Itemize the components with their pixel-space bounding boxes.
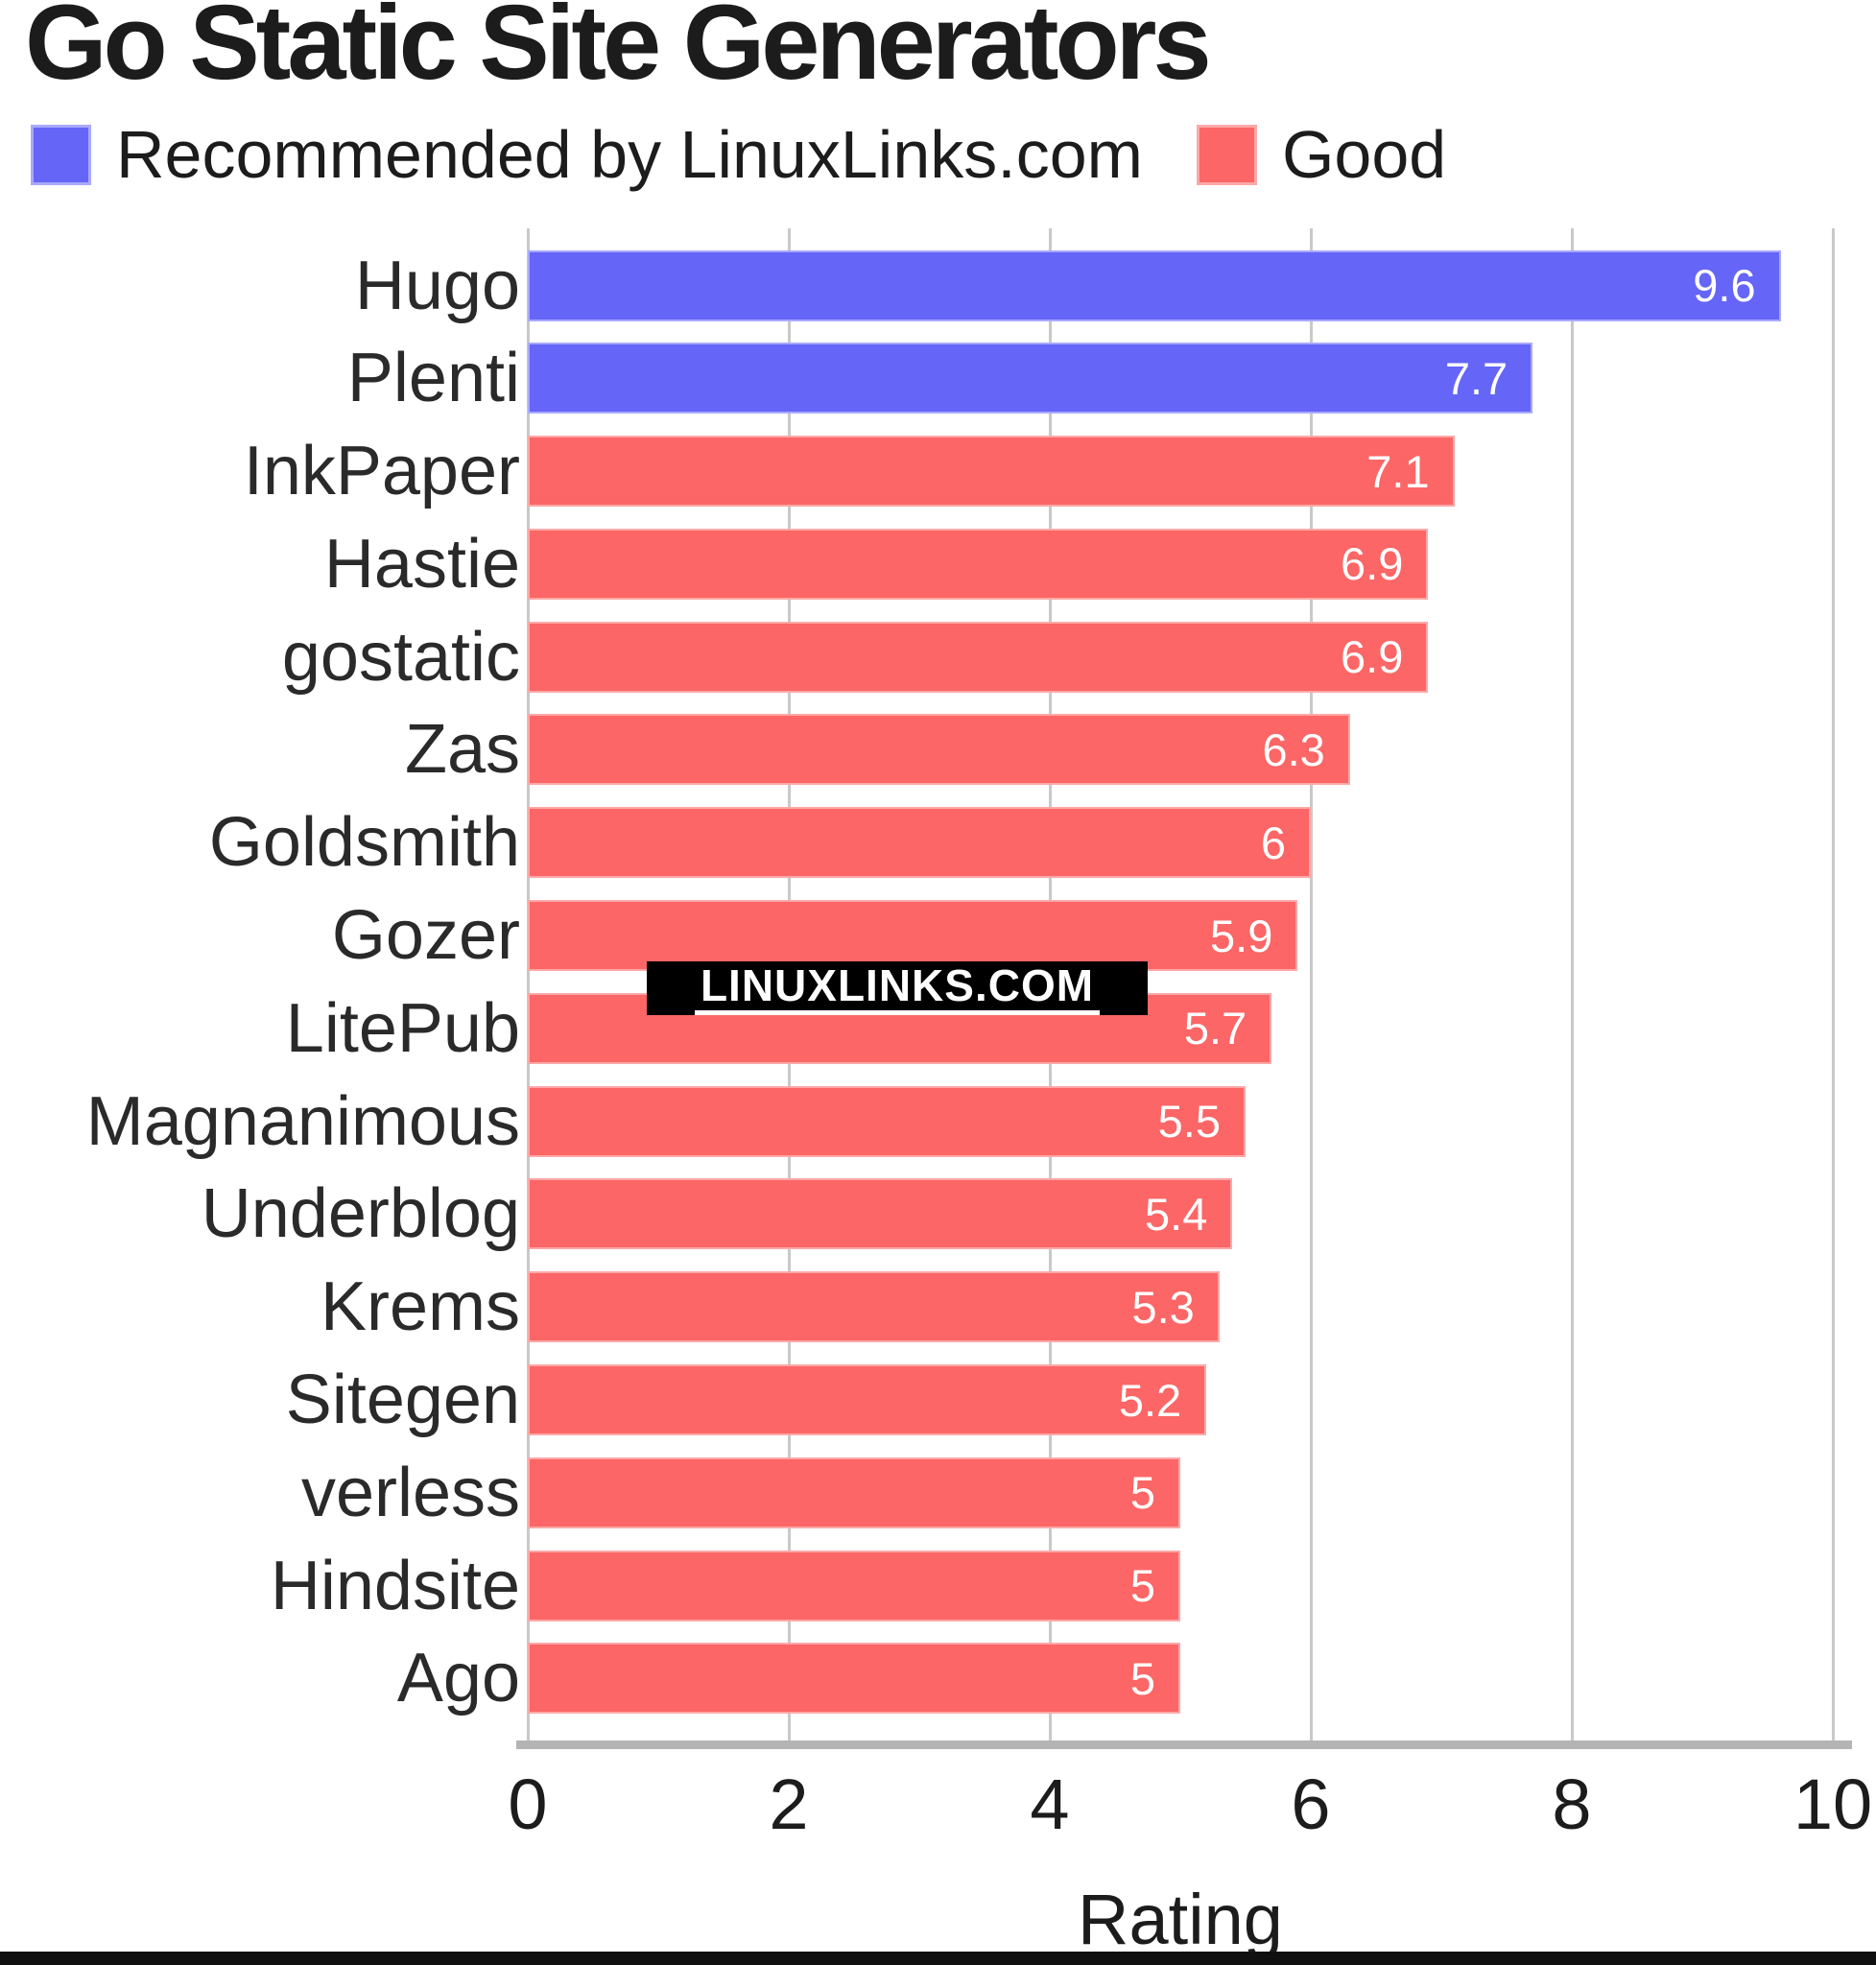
- bar-row: gostatic 6.9: [0, 600, 1876, 696]
- category-label: Goldsmith: [208, 804, 520, 882]
- bar-row: InkPaper 7.1: [0, 414, 1876, 510]
- bar-good: 5.5: [528, 1085, 1246, 1157]
- bar-value-label: 5.3: [1131, 1281, 1195, 1333]
- bar-value-label: 5.2: [1118, 1374, 1182, 1426]
- category-label: InkPaper: [243, 433, 520, 510]
- watermark-text: LINUXLINKS.COM: [694, 961, 1101, 1015]
- bar-row: Magnanimous 5.5: [0, 1064, 1876, 1160]
- bar-good: 5: [528, 1643, 1180, 1715]
- category-label: Magnanimous: [85, 1082, 520, 1160]
- x-axis-line: [516, 1740, 1852, 1749]
- category-label: Hindsite: [270, 1547, 520, 1624]
- category-label: Gozer: [331, 897, 520, 975]
- bar-value-label: 7.7: [1444, 352, 1508, 404]
- bar-good: 5.9: [528, 900, 1298, 972]
- bar-value-label: 6.9: [1341, 631, 1404, 683]
- x-tick-label-8: 8: [1552, 1764, 1592, 1844]
- category-label: Hugo: [354, 247, 520, 324]
- bottom-window-edge: [0, 1952, 1876, 1965]
- bar-row: Underblog 5.4: [0, 1157, 1876, 1253]
- category-label: Zas: [404, 711, 520, 789]
- bar-value-label: 6.9: [1341, 538, 1404, 590]
- bar-row: Hugo 9.6: [0, 228, 1876, 324]
- bar-good: 6.9: [528, 528, 1429, 600]
- chart-title: Go Static Site Generators: [25, 0, 1212, 102]
- bar-good: 5: [528, 1550, 1180, 1622]
- bar-row: Plenti 7.7: [0, 321, 1876, 417]
- bar-good: 5.2: [528, 1364, 1207, 1436]
- x-tick-label-2: 2: [769, 1764, 809, 1844]
- legend-label-good: Good: [1281, 117, 1447, 192]
- bar-value-label: 5: [1129, 1467, 1155, 1519]
- gridline-6: [1310, 228, 1313, 1741]
- bar-good: 6: [528, 807, 1311, 879]
- bar-row: Hastie 6.9: [0, 507, 1876, 603]
- category-label: Sitegen: [285, 1361, 520, 1439]
- x-axis-title: Rating: [1078, 1880, 1283, 1959]
- gridline-8: [1571, 228, 1574, 1741]
- bar-good: 5: [528, 1456, 1180, 1528]
- bar-row: verless 5: [0, 1435, 1876, 1531]
- x-tick-label-10: 10: [1793, 1764, 1873, 1844]
- bar-value-label: 9.6: [1693, 260, 1756, 311]
- bar-value-label: 5.4: [1145, 1188, 1208, 1240]
- category-label: Plenti: [346, 340, 520, 417]
- bar-good: 7.1: [528, 436, 1455, 508]
- bar-row: Sitegen 5.2: [0, 1343, 1876, 1439]
- bar-value-label: 5.9: [1210, 910, 1273, 961]
- bar-recommended: 9.6: [528, 249, 1781, 321]
- bar-good: 6.3: [528, 714, 1350, 786]
- bar-row: Ago 5: [0, 1622, 1876, 1717]
- bar-value-label: 6.3: [1262, 723, 1325, 775]
- x-tick-label-6: 6: [1291, 1764, 1331, 1844]
- watermark: LINUXLINKS.COM: [647, 961, 1148, 1015]
- category-label: Underblog: [201, 1175, 520, 1253]
- category-label: verless: [300, 1454, 520, 1531]
- legend-swatch-good: [1196, 124, 1257, 185]
- gridline-0: [527, 228, 530, 1741]
- legend-label-recommended: Recommended by LinuxLinks.com: [116, 117, 1143, 192]
- bar-value-label: 5: [1129, 1652, 1155, 1704]
- bar-rows: Hugo 9.6 Plenti 7.7 InkPaper 7.1 Hastie 6.9 gost…: [0, 228, 1876, 1717]
- category-label: Hastie: [323, 525, 520, 603]
- bar-good: 5.4: [528, 1178, 1233, 1250]
- bar-value-label: 7.1: [1366, 445, 1430, 497]
- x-tick-label-4: 4: [1030, 1764, 1070, 1844]
- bar-row: Hindsite 5: [0, 1528, 1876, 1624]
- bar-good: 5.3: [528, 1271, 1220, 1343]
- bar-value-label: 6: [1260, 817, 1286, 868]
- bar-row: Goldsmith 6: [0, 786, 1876, 882]
- bar-row: Zas 6.3: [0, 693, 1876, 789]
- legend-swatch-recommended: [31, 124, 91, 185]
- bar-row: Krems 5.3: [0, 1250, 1876, 1346]
- bar-recommended: 7.7: [528, 343, 1533, 414]
- category-label: LitePub: [285, 989, 520, 1067]
- x-tick-label-0: 0: [508, 1764, 548, 1844]
- bar-good: 6.9: [528, 621, 1429, 693]
- bar-value-label: 5: [1129, 1560, 1155, 1612]
- category-label: Ago: [396, 1640, 520, 1717]
- legend: Recommended by LinuxLinks.com Good: [31, 117, 1446, 192]
- gridline-10: [1832, 228, 1835, 1741]
- bar-row: Gozer 5.9: [0, 879, 1876, 975]
- category-label: Krems: [320, 1268, 520, 1346]
- bar-value-label: 5.5: [1157, 1096, 1221, 1148]
- bar-value-label: 5.7: [1183, 1003, 1247, 1054]
- category-label: gostatic: [281, 618, 520, 696]
